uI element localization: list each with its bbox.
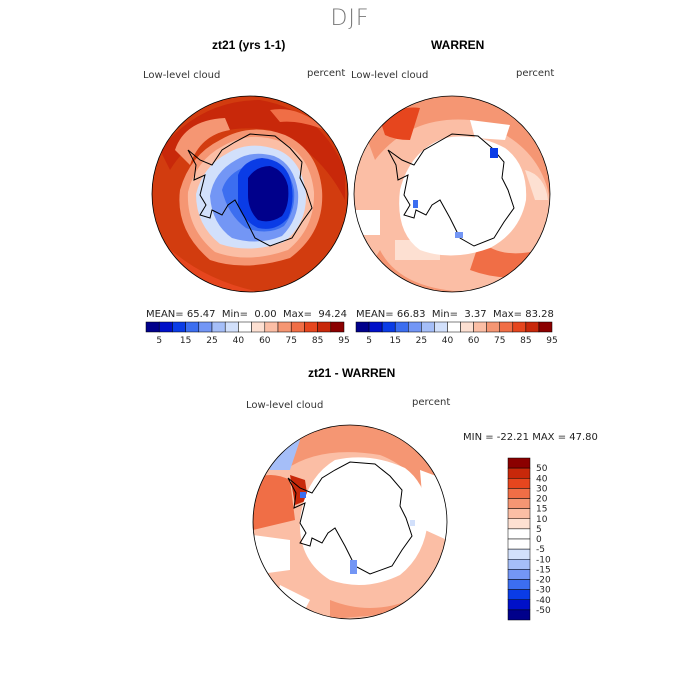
panel2-colorbar-swatch	[538, 321, 553, 333]
panel2-map-border	[353, 95, 551, 293]
panel3-units: percent	[412, 397, 451, 408]
panel1-colorbar-tick-label: 75	[285, 336, 296, 346]
panel2-units: percent	[516, 68, 555, 79]
panel2-colorbar-swatch	[447, 321, 461, 333]
panel2-colorbar-swatch	[460, 321, 474, 333]
panel3-colorbar-tick-label: -30	[536, 586, 551, 596]
panel2-colorbar-tick-label: 15	[389, 336, 400, 346]
panel2-colorbar-swatch	[381, 321, 396, 333]
panel3-colorbar-swatch	[507, 538, 531, 550]
panel1-colorbar-tick-label: 25	[206, 336, 217, 346]
panel3-colorbar-tick-label: -50	[536, 606, 551, 616]
panel3-minmax: MIN = -22.21 MAX = 47.80	[463, 432, 598, 443]
panel2-colorbar-swatch	[499, 321, 514, 333]
panel2-field-label: Low-level cloud	[351, 70, 429, 81]
panel2-colorbar-tick-label: 40	[442, 336, 454, 346]
panel2-colorbar-tick-label: 85	[520, 336, 531, 346]
panel1-colorbar-swatch	[211, 321, 226, 333]
panel3-colorbar-tick-label: 20	[536, 495, 548, 505]
figure-title: DJF	[330, 6, 370, 31]
panel3-colorbar-swatch	[507, 478, 531, 489]
panel1-colorbar-swatch	[330, 321, 345, 333]
panel3-colorbar-tick-label: 0	[536, 535, 542, 545]
panel1-colorbar-swatch	[224, 321, 239, 333]
panel2-colorbar-tick-label: 75	[494, 336, 505, 346]
panel3-colorbar-swatch	[507, 457, 531, 469]
panel1-colorbar-tick-label: 60	[259, 336, 271, 346]
panel3-colorbar-swatch	[507, 589, 531, 600]
panel2-colorbar-swatch	[355, 321, 370, 333]
panel1-units: percent	[307, 68, 346, 79]
panel1-colorbar-tick-label: 95	[338, 336, 349, 346]
panel2-colorbar-tick-label: 5	[366, 336, 372, 346]
panel2-colorbar: 5 15 25 40 60 75 85 95	[355, 321, 558, 346]
panel2-colorbar-swatch	[512, 321, 527, 333]
panel1-colorbar-tick-label: 85	[312, 336, 323, 346]
panel2-colorbar-swatch	[434, 321, 448, 333]
panel1-colorbar-swatch	[277, 321, 292, 333]
panel1-colorbar-swatch	[251, 321, 266, 333]
panel1-colorbar-swatch	[317, 321, 332, 333]
panel2-colorbar-swatch	[473, 321, 487, 333]
panel2-colorbar-tick-label: 25	[416, 336, 427, 346]
panel3-colorbar-tick-label: -10	[536, 555, 551, 565]
panel3-colorbar-swatch	[507, 498, 531, 509]
panel1-colorbar-swatch	[172, 321, 186, 333]
panel1-colorbar-swatch	[198, 321, 213, 333]
panel3-colorbar-swatch	[507, 579, 531, 590]
panel3-colorbar-tick-label: 50	[536, 464, 548, 474]
panel1-colorbar-tick-label: 5	[156, 336, 162, 346]
panel3-colorbar-swatch	[507, 518, 531, 530]
panel2-stats: MEAN= 66.83 Min= 3.37 Max= 83.28	[356, 309, 554, 320]
panel1-colorbar-swatch	[185, 321, 200, 333]
panel1-colorbar-swatch	[145, 321, 160, 333]
panel1-colorbar-tick-label: 40	[233, 336, 245, 346]
panel3-colorbar-swatch	[507, 508, 531, 519]
panel1-colorbar: 5 15 25 40 60 75 85 95	[145, 321, 350, 346]
panel1-colorbar-swatch	[304, 321, 318, 333]
panel2-colorbar-swatch	[486, 321, 500, 333]
panel1-colorbar-swatch	[264, 321, 279, 333]
panel3-colorbar-tick-label: -20	[536, 576, 551, 586]
panel3-field-label: Low-level cloud	[246, 400, 324, 411]
panel2-colorbar-tick-label: 95	[546, 336, 557, 346]
panel1-field-label: Low-level cloud	[143, 70, 221, 81]
panel3-colorbar-swatch	[507, 599, 531, 611]
panel3-colorbar-tick-label: -15	[536, 565, 551, 575]
panel3-colorbar-tick-label: 10	[536, 515, 548, 525]
panel1-title: zt21 (yrs 1-1)	[212, 38, 286, 52]
panel1-colorbar-swatch	[290, 321, 305, 333]
panel3-colorbar-tick-label: 30	[536, 484, 548, 494]
panel2-colorbar-tick-label: 60	[468, 336, 480, 346]
panel3-colorbar-swatch	[507, 467, 531, 479]
panel2-colorbar-swatch	[525, 321, 540, 333]
panel2-colorbar-swatch	[408, 321, 422, 333]
panel3-colorbar-swatch	[507, 548, 531, 560]
panel1-map	[152, 96, 348, 292]
panel2-colorbar-swatch	[394, 321, 409, 333]
panel2-map	[354, 96, 550, 292]
panel3-colorbar-tick-label: -40	[536, 596, 551, 606]
panel2-title: WARREN	[431, 38, 485, 52]
panel1-colorbar-swatch	[158, 321, 173, 333]
panel3-colorbar-swatch	[507, 488, 531, 499]
panel3-colorbar-swatch	[507, 528, 531, 540]
panel3-colorbar-tick-label: 15	[536, 505, 547, 515]
panel1-colorbar-swatch	[238, 321, 252, 333]
panel3-colorbar-swatch	[507, 569, 531, 580]
panel1-colorbar-tick-label: 15	[180, 336, 191, 346]
panel3-colorbar-tick-label: -5	[536, 545, 545, 555]
panel3-title: zt21 - WARREN	[308, 366, 396, 380]
panel3-colorbar-tick-label: 5	[536, 525, 542, 535]
panel2-colorbar-swatch	[368, 321, 383, 333]
panel3-colorbar-tick-label: 40	[536, 474, 548, 484]
panel3-colorbar-swatch	[507, 609, 531, 621]
panel2-colorbar-swatch	[421, 321, 435, 333]
panel3-map-border	[252, 424, 448, 620]
panel1-stats: MEAN= 65.47 Min= 0.00 Max= 94.24	[146, 309, 348, 320]
panel1-map-border	[151, 95, 349, 293]
panel3-colorbar-swatch	[507, 559, 531, 570]
